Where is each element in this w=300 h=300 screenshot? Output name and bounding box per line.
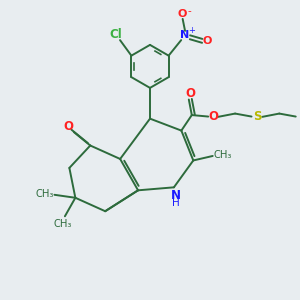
Text: O: O (203, 36, 212, 46)
Text: O: O (177, 9, 187, 19)
Text: Cl: Cl (110, 28, 122, 40)
Text: N: N (170, 189, 180, 202)
Text: H: H (172, 198, 179, 208)
Text: O: O (208, 110, 218, 123)
Text: O: O (185, 87, 195, 100)
Text: O: O (63, 120, 73, 133)
Text: CH₃: CH₃ (36, 189, 54, 199)
Text: +: + (188, 26, 195, 35)
Text: CH₃: CH₃ (213, 150, 232, 160)
Text: S: S (253, 110, 261, 123)
Text: N: N (180, 30, 190, 40)
Text: CH₃: CH₃ (54, 219, 72, 229)
Text: -: - (188, 6, 191, 16)
